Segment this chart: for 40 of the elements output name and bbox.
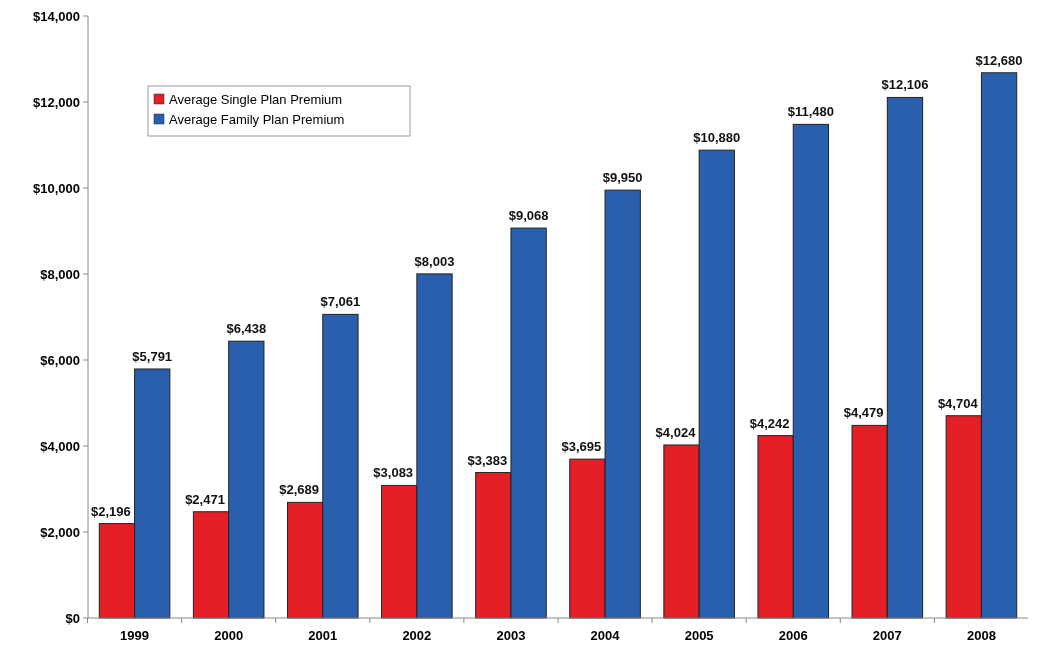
- y-tick-label: $8,000: [40, 266, 80, 282]
- data-label: $2,689: [279, 482, 319, 498]
- data-label: $8,003: [414, 253, 455, 269]
- data-label: $7,061: [320, 294, 361, 310]
- x-tick-label: 2005: [684, 628, 714, 643]
- data-label: $4,024: [655, 424, 697, 440]
- x-tick-label: 2004: [590, 628, 621, 643]
- data-label: $6,438: [226, 321, 267, 337]
- data-label: $12,680: [975, 52, 1023, 68]
- data-label: $2,196: [91, 503, 131, 519]
- y-tick-label: $0: [65, 610, 80, 626]
- x-tick-label: 2002: [402, 628, 432, 643]
- x-tick-label: 2000: [214, 628, 244, 643]
- data-label: $9,068: [508, 208, 549, 224]
- data-label: $12,106: [881, 77, 929, 93]
- legend-label: Average Family Plan Premium: [169, 111, 345, 127]
- data-label: $3,383: [467, 452, 508, 468]
- x-tick-label: 2006: [778, 628, 808, 643]
- y-tick-label: $4,000: [40, 438, 80, 454]
- y-tick-label: $6,000: [40, 352, 80, 368]
- data-label: $10,880: [693, 130, 741, 146]
- x-tick-label: 2001: [308, 628, 338, 643]
- x-tick-label: 1999: [120, 628, 150, 643]
- y-tick-label: $10,000: [33, 180, 80, 196]
- x-tick-label: 2003: [496, 628, 526, 643]
- y-tick-label: $12,000: [33, 94, 80, 110]
- data-label: $11,480: [787, 104, 835, 120]
- data-label: $3,695: [561, 439, 602, 455]
- data-label: $3,083: [373, 465, 414, 481]
- data-label: $5,791: [132, 348, 173, 364]
- x-tick-label: 2007: [872, 628, 902, 643]
- data-label: $9,950: [602, 170, 643, 186]
- y-tick-label: $2,000: [40, 524, 80, 540]
- y-tick-label: $14,000: [33, 8, 80, 24]
- legend-label: Average Single Plan Premium: [169, 91, 343, 107]
- data-label: $4,479: [843, 405, 884, 421]
- x-tick-label: 2008: [966, 628, 996, 643]
- data-label: $4,704: [937, 395, 979, 411]
- data-label: $2,471: [185, 491, 225, 507]
- data-label: $4,242: [749, 415, 790, 431]
